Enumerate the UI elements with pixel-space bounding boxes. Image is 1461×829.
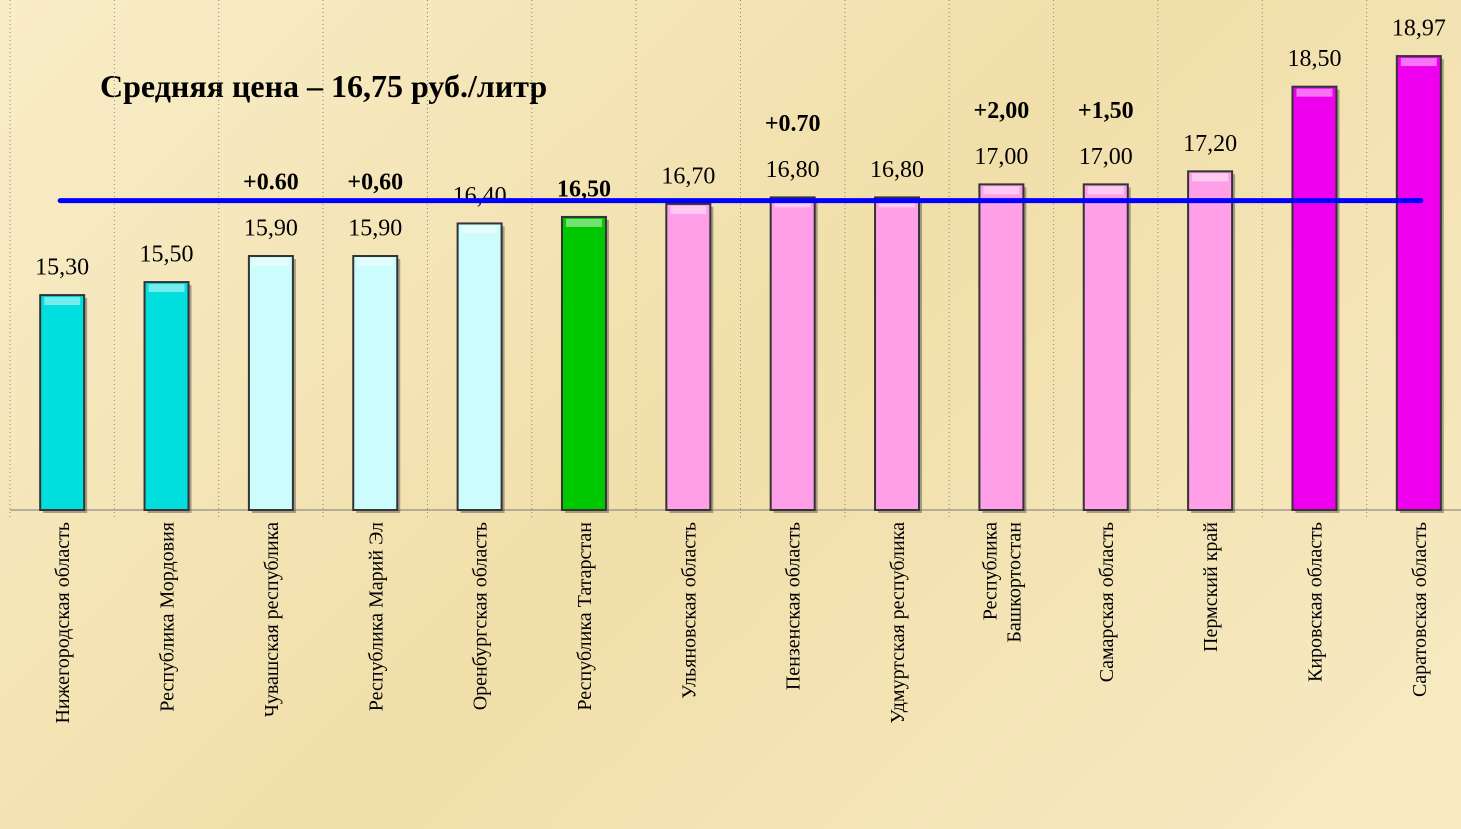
bar-highlight	[1400, 58, 1437, 67]
bar	[1187, 170, 1234, 511]
bar	[874, 196, 921, 511]
x-tick-label: Республика Башкортостан	[979, 522, 1025, 643]
value-label: 16,80	[870, 157, 924, 183]
value-label: 17,00	[974, 144, 1028, 170]
bar	[352, 255, 399, 512]
bar-highlight	[357, 258, 394, 267]
value-label: 15,90	[348, 216, 402, 242]
bar	[456, 222, 503, 511]
value-label: 16,50	[557, 176, 611, 202]
bar	[1395, 55, 1442, 512]
bar-highlight	[774, 199, 811, 208]
value-label: 17,00	[1079, 144, 1133, 170]
x-tick-label: Республика Татарстан	[574, 522, 596, 711]
value-label: 16,70	[661, 163, 715, 189]
x-tick-label: Оренбургская область	[470, 522, 492, 710]
x-tick-label: Удмуртская республика	[887, 522, 909, 724]
value-label: 16,40	[453, 183, 507, 209]
x-tick-label: Пензенская область	[783, 522, 805, 690]
bar-highlight	[670, 205, 707, 214]
change-label: +0.60	[243, 170, 299, 196]
bar-highlight	[461, 225, 498, 234]
value-label: 17,20	[1183, 131, 1237, 157]
bar-highlight	[1087, 186, 1124, 195]
bar-highlight	[879, 199, 916, 208]
x-tick-label: Ульяновская область	[678, 522, 700, 699]
bar	[247, 255, 294, 512]
bar	[39, 294, 86, 511]
bar-highlight	[252, 258, 289, 267]
bar	[1082, 183, 1129, 511]
bar	[143, 281, 190, 511]
value-label: 18,50	[1287, 46, 1341, 72]
x-tick-label: Чувашская республика	[261, 522, 283, 717]
value-label: 18,97	[1392, 16, 1446, 42]
bar-highlight	[565, 218, 602, 227]
x-tick-label: Кировская область	[1304, 522, 1326, 682]
x-tick-label: Нижегородская область	[52, 522, 74, 724]
average-label: Средняя цена – 16,75 руб./литр	[100, 68, 547, 104]
bar-highlight	[1296, 88, 1333, 97]
x-tick-label-line: Республика	[979, 522, 1001, 620]
bar-highlight	[1192, 173, 1229, 182]
value-label: 15,30	[35, 255, 89, 281]
x-tick-label: Республика Марий Эл	[365, 522, 387, 711]
bar	[978, 183, 1025, 511]
x-tick-label: Саратовская область	[1409, 522, 1431, 697]
x-tick-label-line: Башкортостан	[1003, 522, 1025, 643]
bar	[665, 202, 712, 511]
change-label: +2,00	[974, 98, 1030, 124]
value-label: 16,80	[766, 157, 820, 183]
x-tick-label: Республика Мордовия	[157, 522, 179, 712]
change-label: +0,60	[347, 170, 403, 196]
bar	[769, 196, 816, 511]
value-label: 15,50	[140, 242, 194, 268]
x-tick-label: Самарская область	[1096, 522, 1118, 682]
bar-highlight	[983, 186, 1020, 195]
value-label: 15,90	[244, 216, 298, 242]
x-tick-label: Пермский край	[1200, 522, 1222, 652]
bar	[1291, 85, 1338, 511]
change-label: +0.70	[765, 111, 821, 137]
bar-highlight	[44, 297, 81, 306]
change-label: +1,50	[1078, 98, 1134, 124]
bar-highlight	[148, 284, 185, 293]
bar	[560, 215, 607, 511]
